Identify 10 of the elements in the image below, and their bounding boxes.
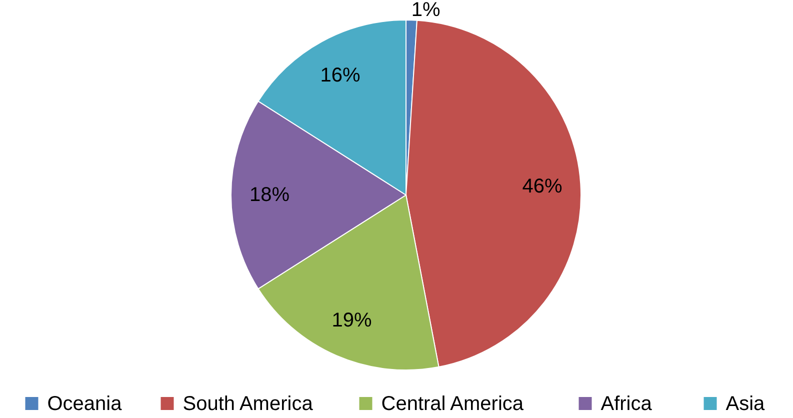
legend-label: Oceania: [47, 393, 123, 415]
legend-label: South America: [182, 393, 314, 415]
legend-label: Asia: [726, 393, 766, 415]
legend-label: Central America: [381, 393, 524, 415]
data-label: 19%: [332, 309, 372, 332]
data-label: 1%: [411, 0, 440, 22]
data-label: 18%: [249, 184, 290, 206]
data-label: 16%: [320, 64, 360, 86]
data-label: 46%: [522, 175, 562, 198]
legend-label: Africa: [600, 393, 653, 415]
